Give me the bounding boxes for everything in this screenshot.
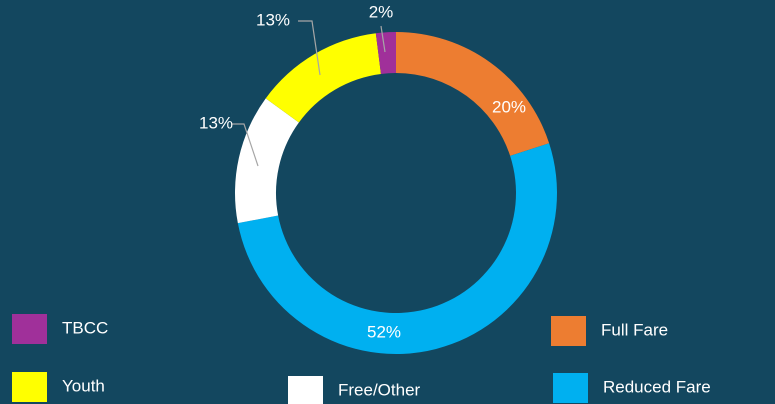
legend-label: Free/Other — [338, 380, 421, 399]
legend-swatch — [12, 314, 47, 344]
slice — [375, 32, 396, 74]
leader-line — [298, 20, 321, 76]
data-label: 13% — [256, 10, 290, 29]
data-label: 20% — [492, 97, 526, 116]
legend-swatch — [553, 373, 588, 403]
legend-swatch — [551, 316, 586, 346]
data-label: 52% — [367, 322, 401, 341]
data-label: 13% — [199, 113, 233, 132]
leader-line — [232, 123, 259, 167]
legend-label: Full Fare — [601, 320, 668, 339]
leader-line — [380, 25, 386, 53]
data-label: 2% — [369, 2, 394, 21]
legend-label: Youth — [62, 376, 105, 395]
slice — [237, 143, 557, 354]
legend-swatch — [288, 376, 323, 404]
slice — [396, 32, 550, 156]
legend-label: Reduced Fare — [603, 377, 711, 396]
slice — [235, 98, 299, 224]
legend-label: TBCC — [62, 318, 108, 337]
slice — [265, 33, 381, 123]
legend-swatch — [12, 372, 47, 402]
